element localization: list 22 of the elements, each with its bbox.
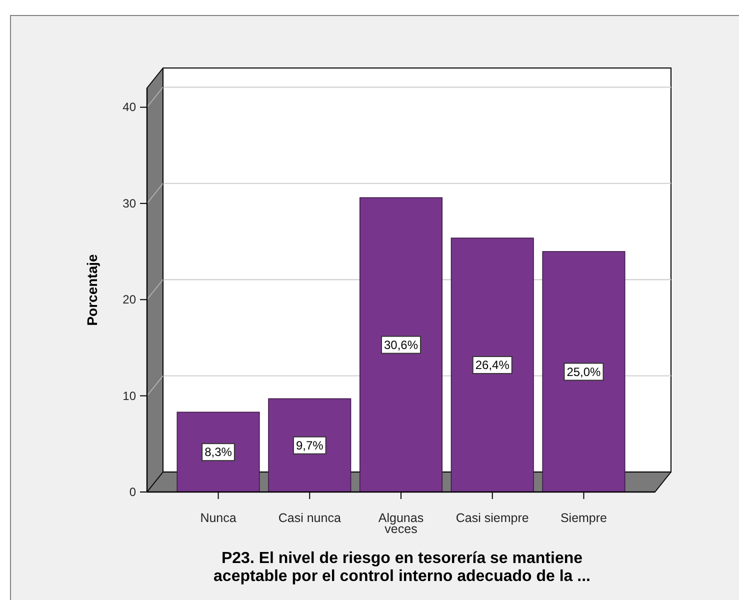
data-label: 8,3% [204, 445, 232, 460]
data-label: 9,7% [296, 438, 324, 452]
x-tick-label: Siempre [560, 511, 608, 525]
x-tick-label: Nunca [200, 511, 236, 525]
data-label: 25,0% [566, 364, 602, 379]
y-tick-label: 40 [122, 100, 136, 114]
bar [359, 197, 443, 492]
bar [176, 412, 260, 492]
bar [450, 238, 534, 492]
x-tick-label: Algunas veces [378, 511, 424, 536]
x-axis-title: P23. El nivel de riesgo en tesorería se mantiene aceptable por el control interno adecuado de la ... [214, 550, 590, 585]
y-tick-label: 10 [122, 388, 136, 403]
bar [542, 251, 626, 492]
data-label: 26,4% [475, 358, 510, 372]
x-tick-label: Casi nunca [278, 511, 341, 525]
y-axis-title: Porcentaje [84, 254, 100, 326]
y-tick-label: 20 [122, 292, 136, 307]
y-tick-label: 0 [129, 485, 136, 499]
bar [268, 398, 352, 492]
x-tick-label: Casi siempre [456, 511, 529, 525]
y-tick-label: 30 [122, 196, 136, 210]
data-label: 30,6% [384, 338, 418, 352]
